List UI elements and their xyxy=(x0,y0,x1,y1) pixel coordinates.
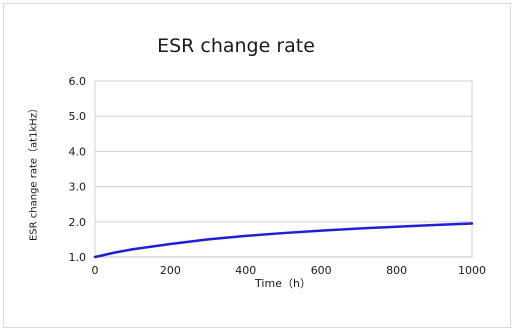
x-tick-label: 200 xyxy=(160,264,181,277)
x-tick-label: 600 xyxy=(311,264,332,277)
y-tick-label: 4.0 xyxy=(69,145,87,158)
series-line xyxy=(93,222,474,259)
y-tick-label: 1.0 xyxy=(69,251,87,264)
y-tick-label: 6.0 xyxy=(69,75,87,88)
x-tick-label: 1000 xyxy=(458,264,486,277)
x-axis-label: Time（h） xyxy=(255,277,311,290)
plot-area xyxy=(94,80,473,258)
chart-title: ESR change rate xyxy=(157,35,315,57)
x-tick-label: 400 xyxy=(235,264,256,277)
y-tick-label: 5.0 xyxy=(69,110,87,123)
x-tick-label: 0 xyxy=(92,264,99,277)
y-tick-label: 3.0 xyxy=(69,181,87,194)
y-tick-label: 2.0 xyxy=(69,216,87,229)
x-tick-label: 800 xyxy=(386,264,407,277)
